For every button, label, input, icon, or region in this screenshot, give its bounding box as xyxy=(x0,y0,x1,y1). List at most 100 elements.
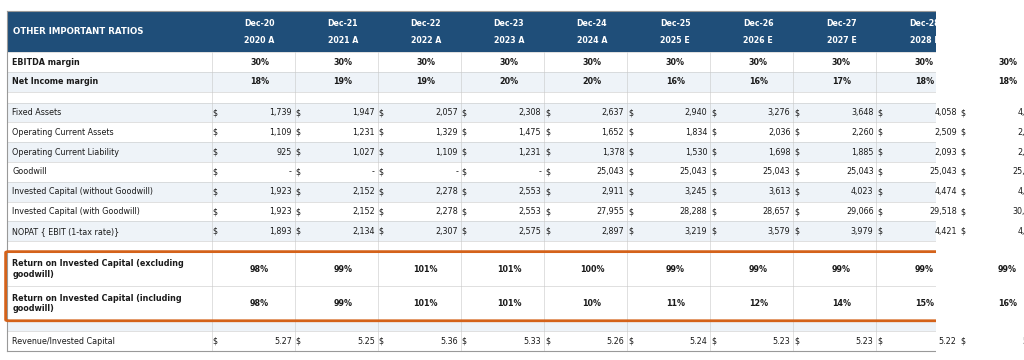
Bar xyxy=(7,122,1024,142)
Bar xyxy=(7,221,1024,241)
Text: $: $ xyxy=(379,337,384,346)
Text: 2,152: 2,152 xyxy=(352,207,375,216)
Text: $: $ xyxy=(379,207,384,216)
Text: 5.26: 5.26 xyxy=(606,337,625,346)
Text: 3,245: 3,245 xyxy=(685,187,708,196)
Text: 30%: 30% xyxy=(333,58,352,67)
Text: $: $ xyxy=(961,227,966,236)
Text: $: $ xyxy=(795,207,799,216)
Text: -: - xyxy=(372,167,375,176)
Text: $: $ xyxy=(961,337,966,346)
Text: EBITDA margin: EBITDA margin xyxy=(12,58,80,67)
Text: 1,027: 1,027 xyxy=(352,148,375,157)
Text: $: $ xyxy=(878,227,883,236)
Text: 1,834: 1,834 xyxy=(685,128,708,137)
Text: 98%: 98% xyxy=(250,299,269,308)
Text: $: $ xyxy=(795,337,799,346)
Text: $: $ xyxy=(628,227,633,236)
Text: 1,530: 1,530 xyxy=(685,148,708,157)
Bar xyxy=(7,72,1024,92)
Text: 1,652: 1,652 xyxy=(602,128,625,137)
Text: $: $ xyxy=(711,187,716,196)
Text: 16%: 16% xyxy=(666,77,685,86)
Text: 3,276: 3,276 xyxy=(768,108,791,117)
Text: 2,152: 2,152 xyxy=(352,187,375,196)
Text: 3,979: 3,979 xyxy=(851,227,873,236)
Text: Net Income margin: Net Income margin xyxy=(12,77,98,86)
Text: 2026 E: 2026 E xyxy=(743,36,773,45)
Text: $: $ xyxy=(795,167,799,176)
Text: $: $ xyxy=(545,187,550,196)
Text: $: $ xyxy=(212,128,217,137)
Bar xyxy=(7,286,1024,320)
Text: 2022 A: 2022 A xyxy=(411,36,441,45)
Text: $: $ xyxy=(462,207,467,216)
Text: 101%: 101% xyxy=(497,299,521,308)
Text: Operating Current Liability: Operating Current Liability xyxy=(12,148,119,157)
Text: $: $ xyxy=(711,227,716,236)
Text: 2,134: 2,134 xyxy=(352,227,375,236)
Text: 1,378: 1,378 xyxy=(602,148,625,157)
Text: 10%: 10% xyxy=(583,299,601,308)
Text: 1,698: 1,698 xyxy=(768,148,791,157)
Text: $: $ xyxy=(961,128,966,137)
Text: 2,911: 2,911 xyxy=(602,187,625,196)
Text: Dec-28: Dec-28 xyxy=(909,19,940,28)
Text: $: $ xyxy=(878,187,883,196)
Text: 2,553: 2,553 xyxy=(518,187,541,196)
Text: 30%: 30% xyxy=(417,58,435,67)
Text: $: $ xyxy=(212,167,217,176)
Text: NOPAT { EBIT (1-tax rate)}: NOPAT { EBIT (1-tax rate)} xyxy=(12,227,120,236)
Bar xyxy=(7,320,1024,331)
Text: $: $ xyxy=(961,167,966,176)
Text: Dec-25: Dec-25 xyxy=(659,19,690,28)
Text: $: $ xyxy=(711,108,716,117)
Text: $: $ xyxy=(212,337,217,346)
Text: 4,421: 4,421 xyxy=(934,227,956,236)
Text: 25,043: 25,043 xyxy=(846,167,873,176)
Text: $: $ xyxy=(628,187,633,196)
Text: 2,260: 2,260 xyxy=(851,128,873,137)
Text: 2,575: 2,575 xyxy=(518,227,541,236)
Text: Return on Invested Capital (including
goodwill): Return on Invested Capital (including go… xyxy=(12,294,182,313)
Text: 14%: 14% xyxy=(831,299,851,308)
Text: Dec-20: Dec-20 xyxy=(245,19,274,28)
Text: 2028 E: 2028 E xyxy=(909,36,939,45)
Text: 2,307: 2,307 xyxy=(435,227,458,236)
Text: 98%: 98% xyxy=(250,265,269,274)
Text: 5.33: 5.33 xyxy=(523,337,541,346)
Text: $: $ xyxy=(545,167,550,176)
Text: 99%: 99% xyxy=(915,265,934,274)
Text: 5.22: 5.22 xyxy=(939,337,956,346)
Text: $: $ xyxy=(961,148,966,157)
Text: 28,657: 28,657 xyxy=(763,207,791,216)
Text: 2,940: 2,940 xyxy=(685,108,708,117)
Text: $: $ xyxy=(212,148,217,157)
Text: 1,475: 1,475 xyxy=(518,128,541,137)
Text: 3,613: 3,613 xyxy=(768,187,791,196)
Bar xyxy=(7,142,1024,162)
Text: 101%: 101% xyxy=(497,265,521,274)
Text: 2,553: 2,553 xyxy=(518,207,541,216)
Text: 15%: 15% xyxy=(915,299,934,308)
Text: $: $ xyxy=(795,227,799,236)
Text: $: $ xyxy=(878,337,883,346)
Bar xyxy=(7,52,1024,72)
Text: $: $ xyxy=(878,108,883,117)
Text: $: $ xyxy=(379,227,384,236)
Text: 2,036: 2,036 xyxy=(768,128,791,137)
Text: $: $ xyxy=(628,148,633,157)
Text: $: $ xyxy=(462,167,467,176)
Bar xyxy=(7,331,1024,351)
Text: $: $ xyxy=(545,128,550,137)
Text: $: $ xyxy=(462,128,467,137)
Bar xyxy=(7,202,1024,221)
Text: Dec-22: Dec-22 xyxy=(411,19,441,28)
Text: 28,288: 28,288 xyxy=(680,207,708,216)
Text: 25,043: 25,043 xyxy=(929,167,956,176)
Text: $: $ xyxy=(545,337,550,346)
Text: 99%: 99% xyxy=(831,265,851,274)
Bar xyxy=(7,252,1024,286)
Text: $: $ xyxy=(961,187,966,196)
Text: $: $ xyxy=(212,207,217,216)
